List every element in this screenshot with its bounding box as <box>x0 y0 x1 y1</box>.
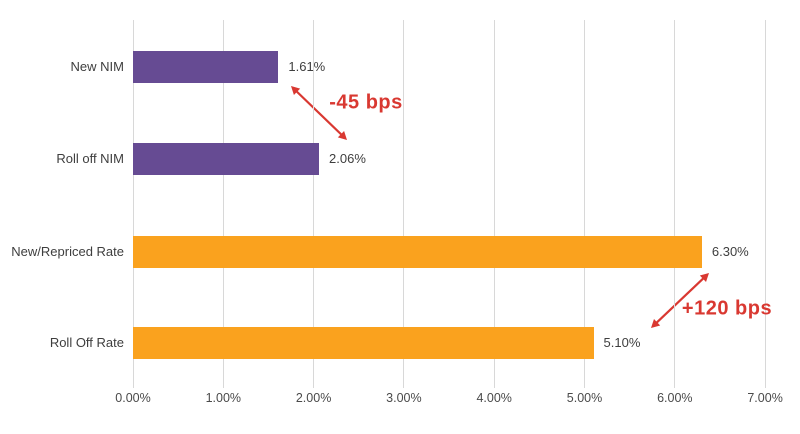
annotation-label: +120 bps <box>681 297 773 320</box>
bar <box>133 143 320 175</box>
gridline <box>674 20 676 388</box>
gridline <box>493 20 495 388</box>
x-axis-tick-label: 3.00% <box>386 391 422 405</box>
annotation-label: -45 bps <box>329 91 403 114</box>
bar <box>133 51 279 83</box>
gridline <box>764 20 766 388</box>
category-label: New NIM <box>70 59 124 74</box>
category-label: Roll off NIM <box>56 151 124 166</box>
x-axis-tick-label: 5.00% <box>566 391 603 405</box>
value-label: 1.61% <box>288 59 326 74</box>
gridline <box>132 20 134 388</box>
gridline <box>403 20 405 388</box>
category-label: New/Repriced Rate <box>11 244 124 259</box>
gridline <box>584 20 585 388</box>
bar <box>133 327 594 359</box>
x-axis-tick-label: 2.00% <box>295 391 332 405</box>
value-label: 2.06% <box>329 151 366 166</box>
gridline <box>222 20 224 388</box>
arrowhead <box>337 130 347 140</box>
x-axis-tick-label: 0.00% <box>115 391 151 405</box>
arrowhead <box>291 86 301 96</box>
gridline <box>313 20 315 388</box>
arrowhead <box>699 273 709 283</box>
x-axis-tick-label: 4.00% <box>476 391 512 405</box>
value-label: 6.30% <box>711 244 749 259</box>
x-axis-tick-label: 1.00% <box>205 391 242 405</box>
x-axis-tick-label: 6.00% <box>657 391 693 405</box>
category-label: Roll Off Rate <box>49 335 124 350</box>
value-label: 5.10% <box>603 335 641 350</box>
x-axis-tick-label: 7.00% <box>747 391 783 405</box>
arrowhead <box>651 318 661 328</box>
bar <box>133 236 702 268</box>
